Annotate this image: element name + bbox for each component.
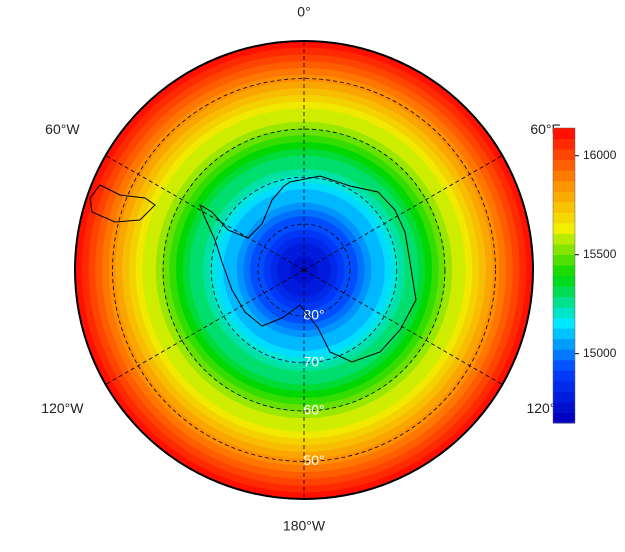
colorbar-step (553, 233, 575, 245)
colorbar-step (553, 317, 575, 329)
colorbar-step (553, 275, 575, 287)
longitude-label: 0° (297, 4, 310, 20)
colorbar: 15000 15500 16000 (552, 127, 617, 424)
longitude-label: 60°W (45, 121, 80, 137)
colorbar-step (553, 159, 575, 171)
colorbar-step (553, 254, 575, 266)
colorbar-tick-label: 15000 (583, 346, 617, 360)
colorbar-step (553, 170, 575, 182)
meridian (105, 269, 305, 385)
colorbar-step (553, 412, 575, 424)
colorbar-step (553, 180, 575, 192)
colorbar-step (553, 212, 575, 224)
colorbar-step (553, 401, 575, 413)
colorbar-step (553, 380, 575, 392)
colorbar-step (553, 338, 575, 350)
latitude-label: 50° (303, 452, 324, 468)
colorbar-step (553, 349, 575, 361)
latitude-circle (112, 78, 496, 462)
latitude-label: 60° (303, 402, 324, 418)
colorbar-step (553, 264, 575, 276)
longitude-label: 180°W (283, 518, 326, 534)
colorbar-tick-label: 15500 (583, 247, 617, 261)
colorbar-step (553, 307, 575, 319)
colorbar-tick-label: 16000 (583, 148, 617, 162)
meridian (105, 155, 305, 271)
colorbar-step (553, 128, 575, 140)
latitude-label: 70° (303, 353, 324, 369)
latitude-circle (162, 128, 446, 412)
latitude-circle (257, 223, 351, 317)
meridian (303, 155, 503, 271)
latitude-label: 80° (303, 307, 324, 323)
meridian (303, 269, 503, 385)
colorbar-step (553, 243, 575, 255)
colorbar-step (553, 328, 575, 340)
colorbar-step (553, 191, 575, 203)
colorbar-step (553, 370, 575, 382)
colorbar-step (553, 222, 575, 234)
coastline-south-america (89, 184, 156, 223)
colorbar-step (553, 296, 575, 308)
colorbar-step (553, 391, 575, 403)
coastline (199, 175, 417, 363)
colorbar-step (553, 138, 575, 150)
colorbar-step (553, 286, 575, 298)
map-border (74, 40, 534, 500)
colorbar-frame (552, 127, 576, 424)
longitude-label: 120°W (41, 400, 84, 416)
colorbar-step (553, 359, 575, 371)
colorbar-step (553, 149, 575, 161)
colorbar-step (553, 201, 575, 213)
